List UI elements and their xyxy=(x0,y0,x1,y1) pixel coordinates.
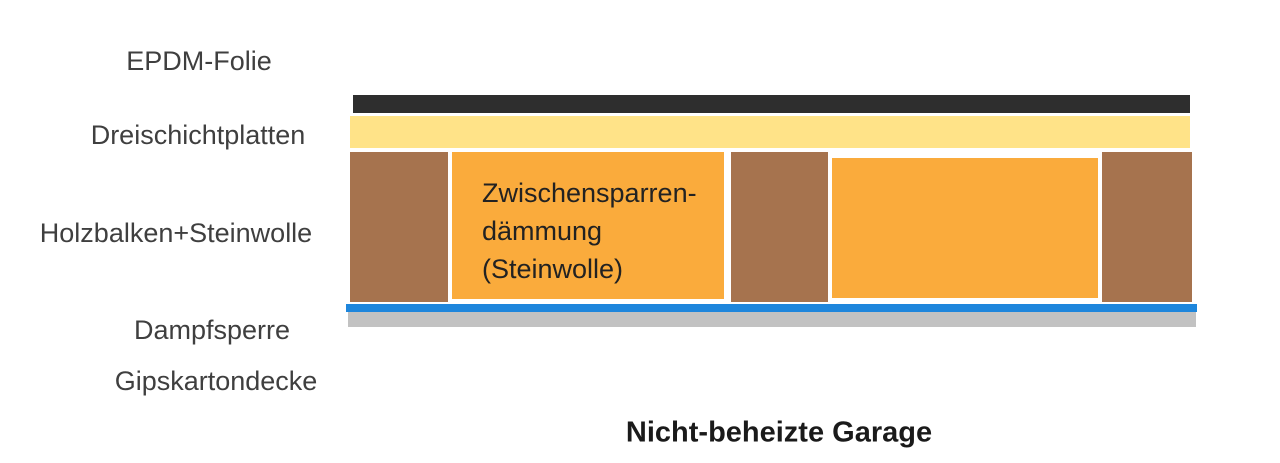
layer-wood-beam-middle xyxy=(731,152,828,302)
label-holzbalken-steinwolle: Holzbalken+Steinwolle xyxy=(39,217,313,248)
layer-insulation-block-right xyxy=(832,158,1098,298)
label-gipskartondecke: Gipskartondecke xyxy=(114,365,318,396)
layer-vapor-barrier xyxy=(346,304,1197,312)
insulation-block-text: Zwischensparren- dämmung (Steinwolle) xyxy=(482,174,697,288)
label-epdm-folie: EPDM-Folie xyxy=(126,45,272,76)
label-dreischichtplatten: Dreischichtplatten xyxy=(90,119,306,150)
layer-insulation-block-labeled: Zwischensparren- dämmung (Steinwolle) xyxy=(452,152,724,299)
caption-unheated-garage: Nicht-beheizte Garage xyxy=(625,416,933,449)
insulation-text-line3: (Steinwolle) xyxy=(482,254,624,284)
layer-wood-beam-left xyxy=(350,152,448,302)
layer-wood-beam-right xyxy=(1102,152,1192,302)
layer-dreischichtplatten xyxy=(350,116,1190,148)
layer-plasterboard-ceiling xyxy=(348,312,1196,327)
label-dampfsperre: Dampfsperre xyxy=(133,314,291,345)
insulation-text-line2: dämmung xyxy=(482,216,603,246)
insulation-text-line1: Zwischensparren- xyxy=(482,178,697,208)
layer-epdm-membrane xyxy=(353,95,1190,113)
